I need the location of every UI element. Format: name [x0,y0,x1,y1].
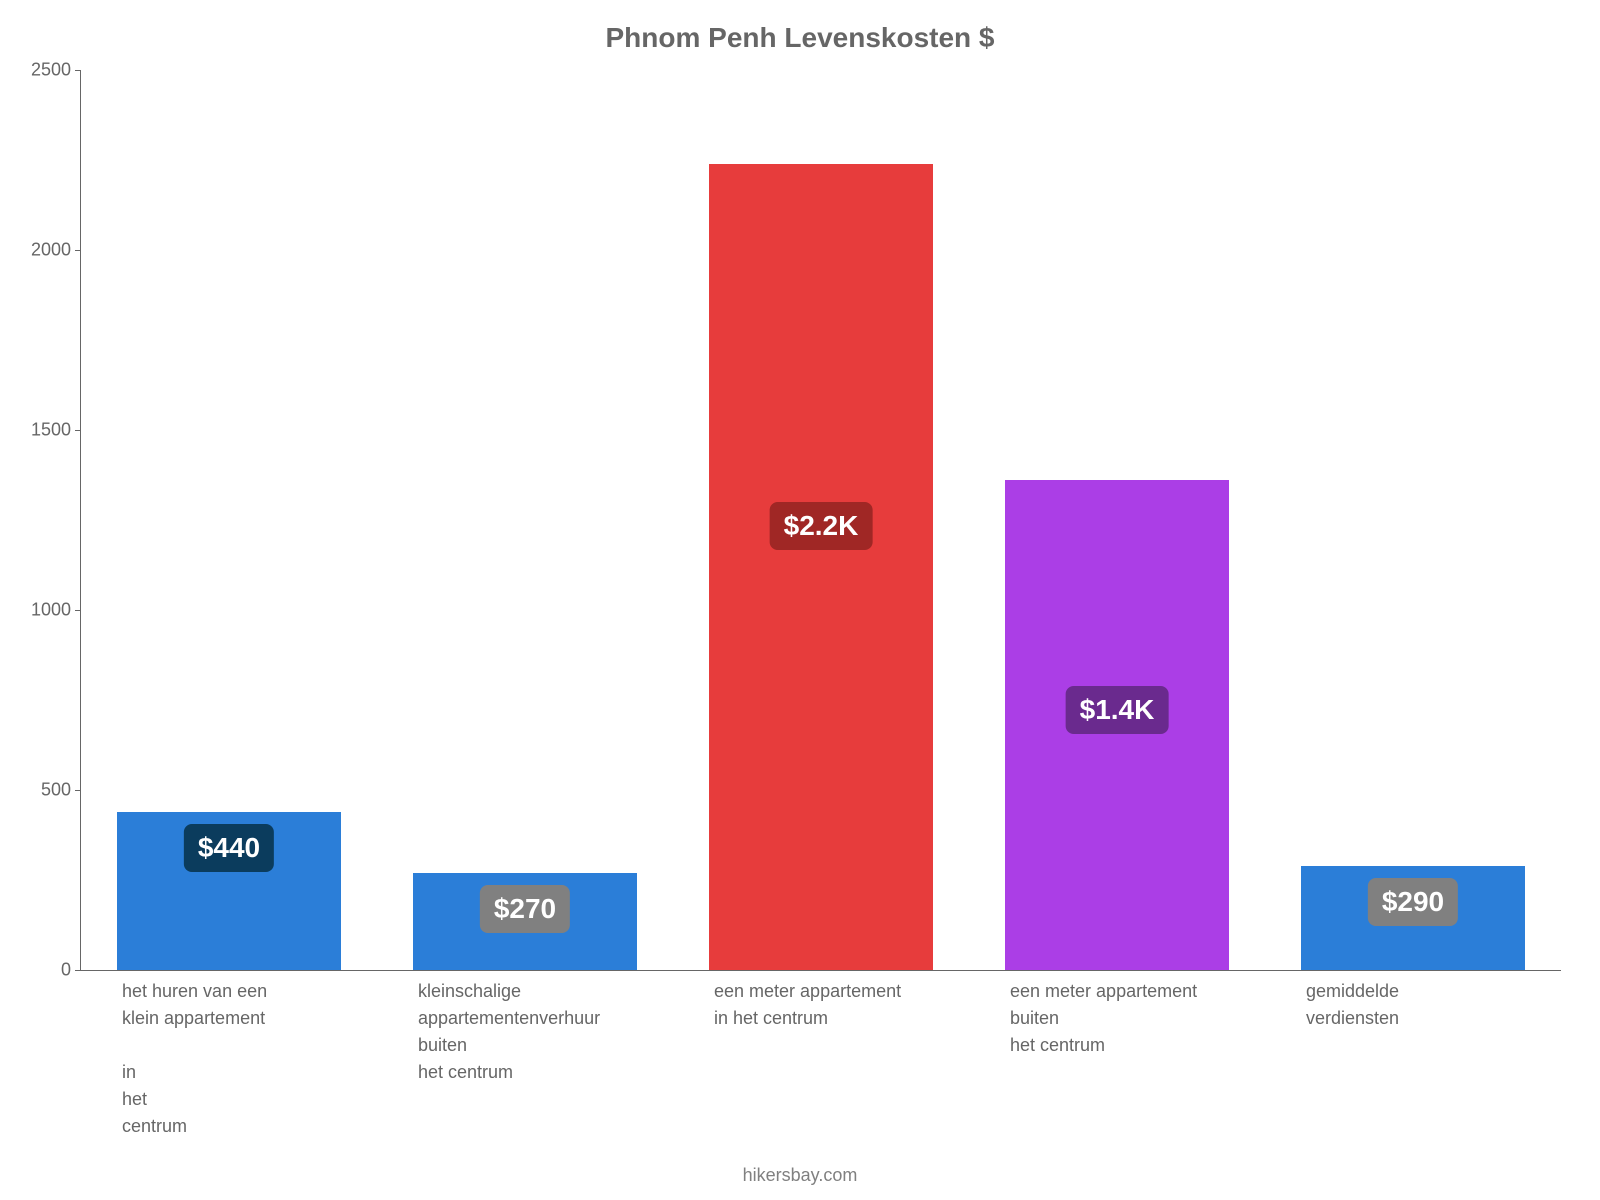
bar-value-label: $440 [184,824,274,872]
bar: $440 [117,812,342,970]
bar: $2.2K [709,164,934,970]
bars-container: $440 $270 $2.2K $1.4K $290 [81,70,1561,970]
bar-slot: $290 [1265,70,1561,970]
xlabel-slot: het huren van een klein appartement in h… [80,978,376,1140]
bar: $290 [1301,866,1526,970]
ytick-label: 1500 [31,420,81,441]
ytick-label: 1000 [31,600,81,621]
plot-area: $440$270$2.2K$1.4K$290 05001000150020002… [80,70,1561,971]
bar-value-label: $270 [480,885,570,933]
chart-title: Phnom Penh Levenskosten $ [0,22,1600,54]
bar-slot: $270 [377,70,673,970]
x-axis-label: gemiddelde verdiensten [1306,978,1399,1140]
ytick-label: 2500 [31,60,81,81]
attribution-text: hikersbay.com [0,1165,1600,1186]
bar-value-label: $1.4K [1066,686,1169,734]
bar: $270 [413,873,638,970]
bar-slot: $2.2K [673,70,969,970]
ytick-label: 500 [41,780,81,801]
bar-slot: $1.4K [969,70,1265,970]
bar-value-label: $290 [1368,878,1458,926]
xlabel-slot: een meter appartement in het centrum [672,978,968,1140]
xlabel-slot: gemiddelde verdiensten [1264,978,1560,1140]
x-axis-label: het huren van een klein appartement in h… [122,978,267,1140]
x-axis-label: een meter appartement in het centrum [714,978,901,1140]
bar: $1.4K [1005,480,1230,970]
ytick-label: 2000 [31,240,81,261]
x-axis-label: een meter appartement buiten het centrum [1010,978,1197,1140]
x-axis-label: kleinschalige appartementenverhuur buite… [418,978,600,1140]
xlabel-slot: kleinschalige appartementenverhuur buite… [376,978,672,1140]
bar-slot: $440 [81,70,377,970]
bar-value-label: $2.2K [770,502,873,550]
cost-of-living-chart: Phnom Penh Levenskosten $ $440$270$2.2K$… [0,0,1600,1200]
x-axis-labels: het huren van een klein appartement in h… [80,978,1560,1140]
ytick-label: 0 [61,960,81,981]
xlabel-slot: een meter appartement buiten het centrum [968,978,1264,1140]
